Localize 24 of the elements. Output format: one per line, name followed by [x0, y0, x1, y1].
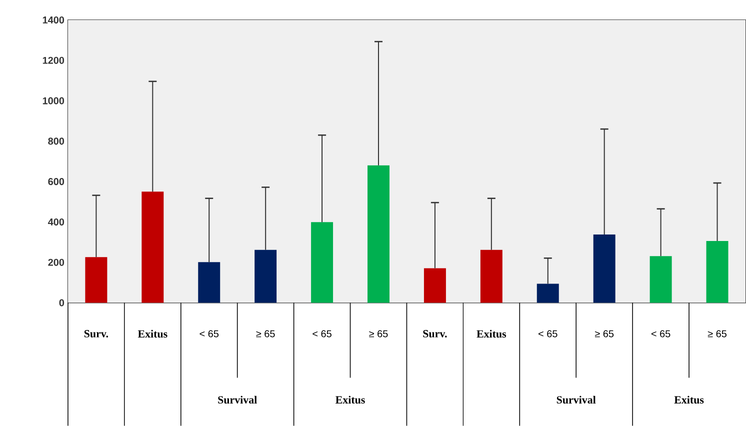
- x-tick-label: Surv.: [423, 330, 447, 338]
- y-tick-label: 400: [48, 218, 64, 226]
- x-tick-label: ≥ 65: [708, 330, 726, 338]
- x-tick-label: Exitus: [476, 330, 506, 338]
- text: Survival: [556, 396, 596, 404]
- y-tick-label: 800: [48, 138, 64, 145]
- y-tick-label: 1400: [42, 16, 64, 24]
- x-tick-label: < 65: [538, 330, 558, 338]
- text: Exitus: [674, 396, 704, 404]
- x-tick-label: ≥ 65: [369, 330, 388, 338]
- y-tick-label: 1000: [42, 97, 64, 104]
- y-tick-label: 0: [59, 299, 64, 306]
- x-tick-label: < 65: [312, 330, 332, 338]
- x-tick-label: < 65: [200, 330, 219, 338]
- y-tick-label: 200: [48, 258, 64, 266]
- x-tick-label: Exitus: [138, 330, 168, 338]
- text: Exitus: [336, 396, 365, 404]
- x-tick-label: < 65: [651, 330, 670, 338]
- x-tick-label: ≥ 65: [256, 330, 275, 338]
- x-tick-label: ≥ 65: [595, 330, 614, 338]
- x-tick-label: Surv.: [84, 330, 108, 338]
- text: Survival: [218, 396, 257, 404]
- y-tick-label: 1200: [42, 56, 64, 64]
- y-tick-label: 600: [48, 178, 64, 186]
